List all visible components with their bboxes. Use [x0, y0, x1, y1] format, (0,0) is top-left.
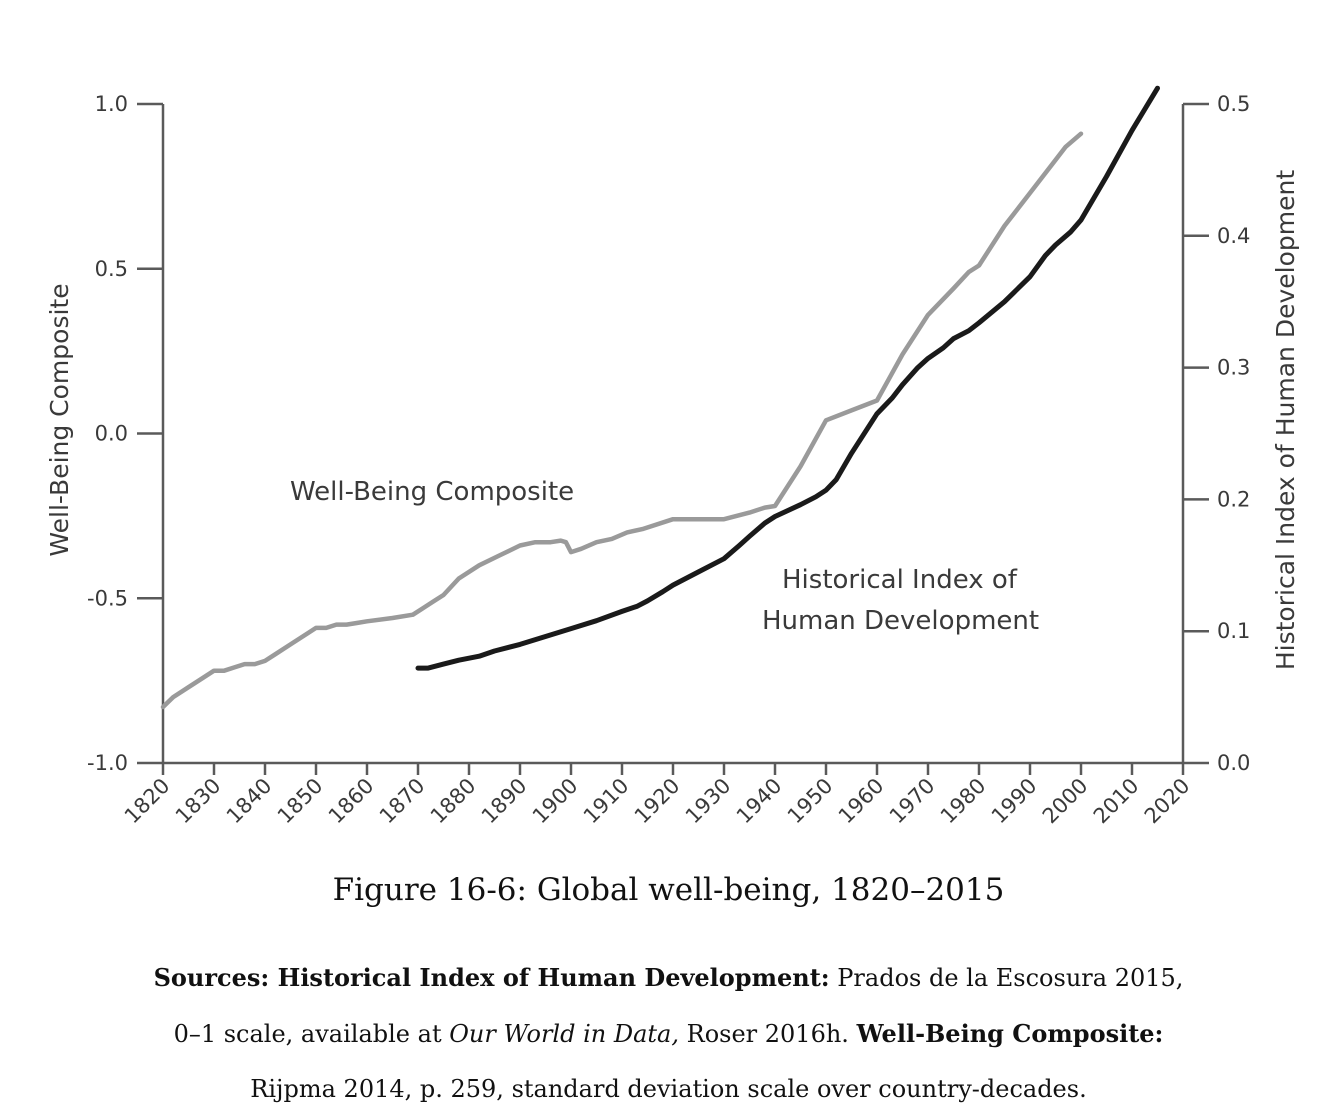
x-tick-label: 1890: [477, 774, 532, 829]
x-tick-label: 2010: [1089, 774, 1144, 829]
y-right-tick-label: 0.1: [1217, 619, 1250, 643]
x-tick-label: 1960: [834, 774, 889, 829]
x-tick-label: 1840: [222, 774, 277, 829]
x-tick-label: 1930: [681, 774, 736, 829]
y-right-tick-label: 0.2: [1217, 487, 1250, 511]
sources-line-1: Sources: Historical Index of Human Devel…: [90, 950, 1247, 1006]
series-line-historical-index: [415, 85, 1160, 671]
y-left-tick-label: -0.5: [87, 586, 128, 610]
sources-text-1: Prados de la Escosura 2015,: [829, 964, 1184, 992]
y-right-axis-title: Historical Index of Human Development: [1271, 170, 1300, 670]
sources-italic-owid: Our World in Data,: [449, 1020, 679, 1048]
sources-note: Sources: Historical Index of Human Devel…: [90, 950, 1247, 1117]
x-tick-label: 1920: [630, 774, 685, 829]
y-left-tick-label: 0.5: [95, 257, 128, 281]
x-tick-label: 1900: [528, 774, 583, 829]
x-tick-label: 1860: [324, 774, 379, 829]
y-right-tick-label: 0.5: [1217, 92, 1250, 116]
x-tick-label: 1980: [936, 774, 991, 829]
sources-text-3: Rijpma 2014, p. 259, standard deviation …: [250, 1075, 1087, 1103]
annotation-well-being-composite: Well-Being Composite: [290, 477, 574, 507]
y-left-tick-label: -1.0: [87, 751, 128, 775]
chart: 1.00.50.0-0.5-1.00.50.40.30.20.10.018201…: [45, 85, 1300, 828]
series-group: [160, 85, 1160, 710]
y-right-tick-label: 0.3: [1217, 356, 1250, 380]
x-tick-label: 1910: [579, 774, 634, 829]
y-left-tick-label: 0.0: [95, 422, 128, 446]
y-right-tick-label: 0.0: [1217, 751, 1250, 775]
sources-text-2b: Roser 2016h.: [679, 1020, 857, 1048]
x-tick-label: 1990: [987, 774, 1042, 829]
x-tick-label: 1940: [732, 774, 787, 829]
x-tick-label: 2020: [1140, 774, 1195, 829]
sources-line-2: 0–1 scale, available at Our World in Dat…: [90, 1006, 1247, 1062]
x-tick-label: 1950: [783, 774, 838, 829]
x-tick-label: 1970: [885, 774, 940, 829]
sources-text-2a: 0–1 scale, available at: [173, 1020, 450, 1048]
axes: 1.00.50.0-0.5-1.00.50.40.30.20.10.018201…: [45, 92, 1300, 828]
sources-label-wellbeing: Well-Being Composite:: [856, 1019, 1164, 1048]
x-tick-label: 1820: [120, 774, 175, 829]
y-left-axis-title: Well-Being Composite: [45, 283, 74, 556]
annotation-hihd-line2: Human Development: [762, 606, 1039, 636]
annotation-hihd-line1: Historical Index of: [782, 565, 1018, 595]
x-tick-label: 1850: [273, 774, 328, 829]
y-left-tick-label: 1.0: [95, 92, 128, 116]
sources-label: Sources: Historical Index of Human Devel…: [153, 963, 830, 992]
figure-caption: Figure 16-6: Global well-being, 1820–201…: [332, 872, 1005, 908]
x-tick-label: 2000: [1038, 774, 1093, 829]
y-right-tick-label: 0.4: [1217, 224, 1250, 248]
series-line-well-being-composite: [160, 131, 1084, 710]
x-tick-label: 1870: [375, 774, 430, 829]
x-tick-label: 1880: [426, 774, 481, 829]
sources-line-3: Rijpma 2014, p. 259, standard deviation …: [90, 1062, 1247, 1117]
x-tick-label: 1830: [171, 774, 226, 829]
